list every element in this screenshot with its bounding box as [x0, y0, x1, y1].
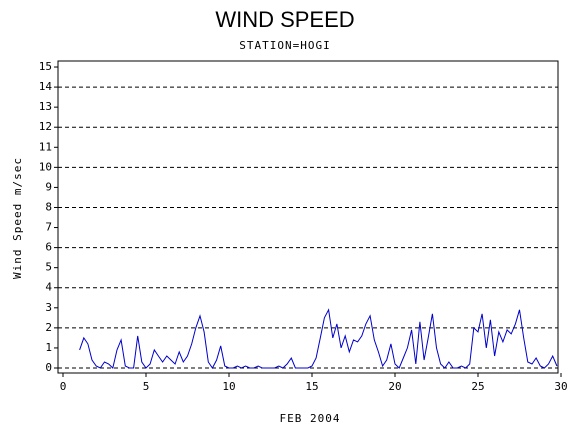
- x-tick-label: 10: [222, 380, 235, 393]
- plot-frame: [57, 60, 559, 374]
- y-tick-label: 11: [39, 140, 52, 153]
- y-tick-label: 13: [39, 100, 52, 113]
- chart-subtitle: STATION=HOGI: [239, 39, 330, 52]
- y-tick-label: 0: [45, 361, 52, 374]
- y-tick-label: 9: [45, 180, 52, 193]
- x-tick-label: 20: [388, 380, 401, 393]
- y-tick-label: 15: [39, 60, 52, 73]
- x-tick-label: 5: [143, 380, 150, 393]
- x-tick-label: 25: [471, 380, 484, 393]
- y-tick-label: 8: [45, 200, 52, 213]
- y-tick-label: 10: [39, 160, 52, 173]
- y-tick-label: 4: [45, 281, 52, 294]
- x-tick-label: 30: [554, 380, 567, 393]
- y-tick-label: 14: [39, 80, 53, 93]
- y-tick-label: 2: [45, 321, 52, 334]
- y-tick-label: 3: [45, 301, 52, 314]
- x-axis-label: FEB 2004: [280, 412, 341, 425]
- y-tick-label: 12: [39, 120, 52, 133]
- chart-title: WIND SPEED: [215, 7, 354, 32]
- y-axis-label: Wind Speed m/sec: [11, 157, 24, 279]
- y-tick-label: 5: [45, 261, 52, 274]
- x-tick-label: 0: [60, 380, 67, 393]
- data-line: [79, 308, 558, 369]
- y-tick-label: 7: [45, 221, 52, 234]
- x-tick-label: 15: [305, 380, 318, 393]
- y-tick-label: 6: [45, 241, 52, 254]
- y-tick-label: 1: [45, 341, 52, 354]
